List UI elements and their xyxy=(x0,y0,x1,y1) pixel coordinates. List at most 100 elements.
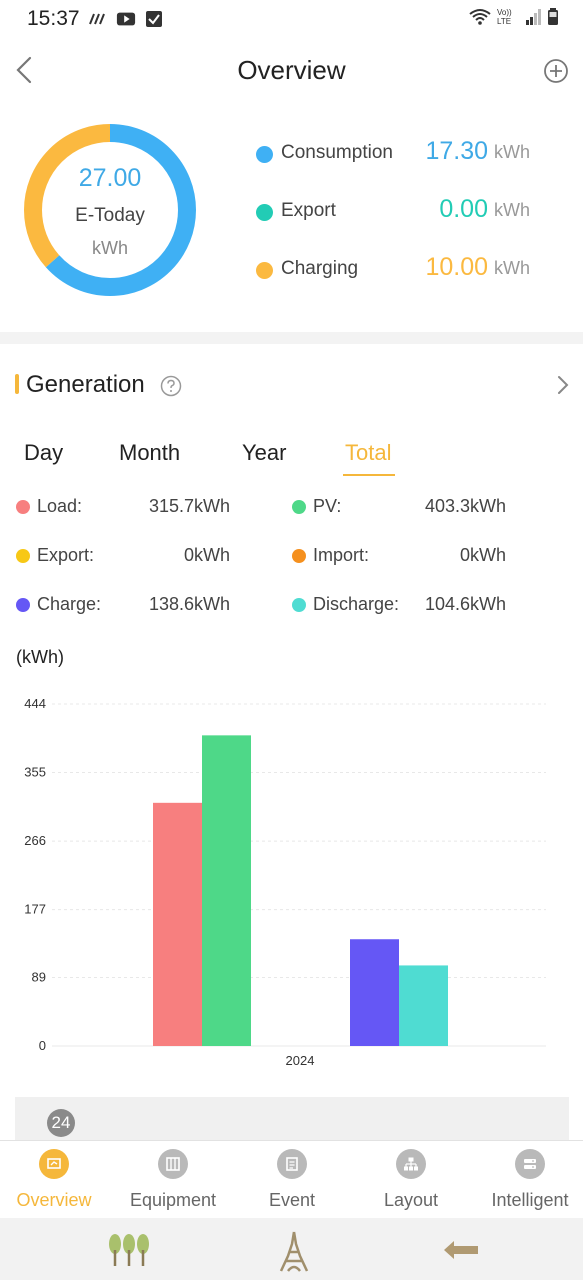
legend-unit: kWh xyxy=(494,258,530,278)
stat-name: Charge: xyxy=(37,594,102,614)
page-badge: 24 xyxy=(47,1109,75,1137)
status-icons-right: Vo)) LTE xyxy=(469,8,559,26)
e-today-unit: kWh xyxy=(92,238,128,258)
stat-name: Load: xyxy=(37,496,83,516)
tab-year[interactable]: Year xyxy=(242,440,287,465)
consumption-value: 17.30 xyxy=(425,137,488,165)
nav-label: Event xyxy=(268,1190,316,1210)
nav-label: Layout xyxy=(383,1190,439,1210)
e-today-donut-chart xyxy=(24,124,196,296)
status-bar: 15:37 Vo)) LTE xyxy=(0,0,583,38)
nav-label: Equipment xyxy=(129,1190,217,1210)
stat-value: 138.6kWh xyxy=(148,594,230,614)
stat-pv: PV: 403.3kWh xyxy=(292,495,508,521)
discharge-dot xyxy=(292,598,306,612)
layout-icon xyxy=(396,1149,426,1179)
nav-label: Overview xyxy=(16,1190,92,1210)
stat-value: 104.6kWh xyxy=(424,594,506,614)
header: Overview xyxy=(0,38,583,104)
check-box-icon xyxy=(146,11,162,27)
tab-day[interactable]: Day xyxy=(24,440,64,465)
pv-dot xyxy=(292,500,306,514)
nav-equipment[interactable]: Equipment xyxy=(113,1141,233,1219)
plus-circle-icon xyxy=(544,59,568,83)
cell-signal-icon xyxy=(526,9,541,25)
y-tick-label: 0 xyxy=(39,1038,46,1053)
bar-pv[interactable] xyxy=(202,735,251,1046)
system-nav-bar xyxy=(0,1218,583,1280)
recent-apps-icon[interactable] xyxy=(106,1232,152,1268)
question-circle-icon[interactable] xyxy=(160,375,182,397)
volte-icon: Vo)) LTE xyxy=(497,8,512,26)
stat-charge: Charge: 138.6kWh xyxy=(16,593,232,619)
import-dot xyxy=(292,549,306,563)
chevron-right-icon xyxy=(558,376,569,394)
add-button[interactable] xyxy=(543,58,569,84)
y-tick-label: 177 xyxy=(24,902,46,917)
consumption-dot xyxy=(256,146,273,163)
charging-value: 10.00 xyxy=(425,253,488,281)
e-today-label: E-Today xyxy=(75,205,145,226)
nav-event[interactable]: Event xyxy=(232,1141,352,1219)
export-value: 0.00 xyxy=(439,195,488,223)
back-arrow-icon[interactable] xyxy=(440,1232,482,1268)
status-icons-left xyxy=(88,10,164,28)
stat-name: Export: xyxy=(37,545,95,565)
y-tick-label: 89 xyxy=(32,969,46,984)
event-icon xyxy=(277,1149,307,1179)
signal-strength-icon xyxy=(89,13,105,25)
tab-month[interactable]: Month xyxy=(119,440,181,465)
bar-charge[interactable] xyxy=(350,939,399,1046)
charging-dot xyxy=(256,262,273,279)
tab-total[interactable]: Total xyxy=(345,440,392,465)
stat-name: Import: xyxy=(313,545,370,565)
chevron-left-icon xyxy=(16,56,32,84)
load-dot xyxy=(16,500,30,514)
stat-export: Export: 0kWh xyxy=(16,544,232,570)
nav-label: Intelligent xyxy=(491,1190,569,1210)
nav-layout[interactable]: Layout xyxy=(351,1141,471,1219)
stat-import: Import: 0kWh xyxy=(292,544,508,570)
generation-more-button[interactable] xyxy=(555,374,571,396)
legend-export: Export 0.00 kWh xyxy=(256,195,556,228)
donut-segment-charging xyxy=(24,124,196,296)
y-tick-label: 266 xyxy=(24,833,46,848)
legend-consumption: Consumption 17.30 kWh xyxy=(256,137,556,170)
e-today-value: 27.00 xyxy=(78,164,142,192)
home-icon[interactable] xyxy=(276,1230,312,1272)
legend-unit: kWh xyxy=(494,142,530,162)
stat-discharge: Discharge: 104.6kWh xyxy=(292,593,508,619)
stat-load: Load: 315.7kWh xyxy=(16,495,232,521)
stat-name: Discharge: xyxy=(313,594,400,614)
chart-unit-label: (kWh) xyxy=(16,647,64,667)
bar-discharge[interactable] xyxy=(399,965,448,1046)
y-tick-label: 444 xyxy=(24,696,46,711)
page-title: Overview xyxy=(237,55,346,85)
status-time: 15:37 xyxy=(27,7,80,30)
legend-charging: Charging 10.00 kWh xyxy=(256,253,556,286)
intelligent-icon xyxy=(515,1149,545,1179)
stat-value: 403.3kWh xyxy=(424,496,506,516)
wifi-icon xyxy=(469,9,491,25)
equipment-icon xyxy=(158,1149,188,1179)
active-tab-underline xyxy=(343,474,395,476)
battery-icon xyxy=(548,8,558,25)
charge-dot xyxy=(16,598,30,612)
youtube-icon xyxy=(116,12,136,26)
nav-intelligent[interactable]: Intelligent xyxy=(470,1141,583,1219)
legend-unit: kWh xyxy=(494,200,530,220)
chart-scroll-strip xyxy=(15,1097,569,1141)
stat-value: 0kWh xyxy=(459,545,506,565)
section-accent-bar xyxy=(15,374,19,394)
bar-load[interactable] xyxy=(153,802,202,1046)
section-divider xyxy=(0,332,583,344)
legend-name: Export xyxy=(281,200,336,221)
stat-name: PV: xyxy=(313,496,342,516)
back-button[interactable] xyxy=(10,52,40,88)
stat-value: 315.7kWh xyxy=(148,496,230,516)
generation-bar-chart: 0 89 177 266 355 444 2024 xyxy=(24,696,546,1068)
legend-name: Consumption xyxy=(281,142,393,163)
export-stat-dot xyxy=(16,549,30,563)
generation-title: Generation xyxy=(26,371,145,398)
nav-overview[interactable]: Overview xyxy=(0,1141,114,1219)
